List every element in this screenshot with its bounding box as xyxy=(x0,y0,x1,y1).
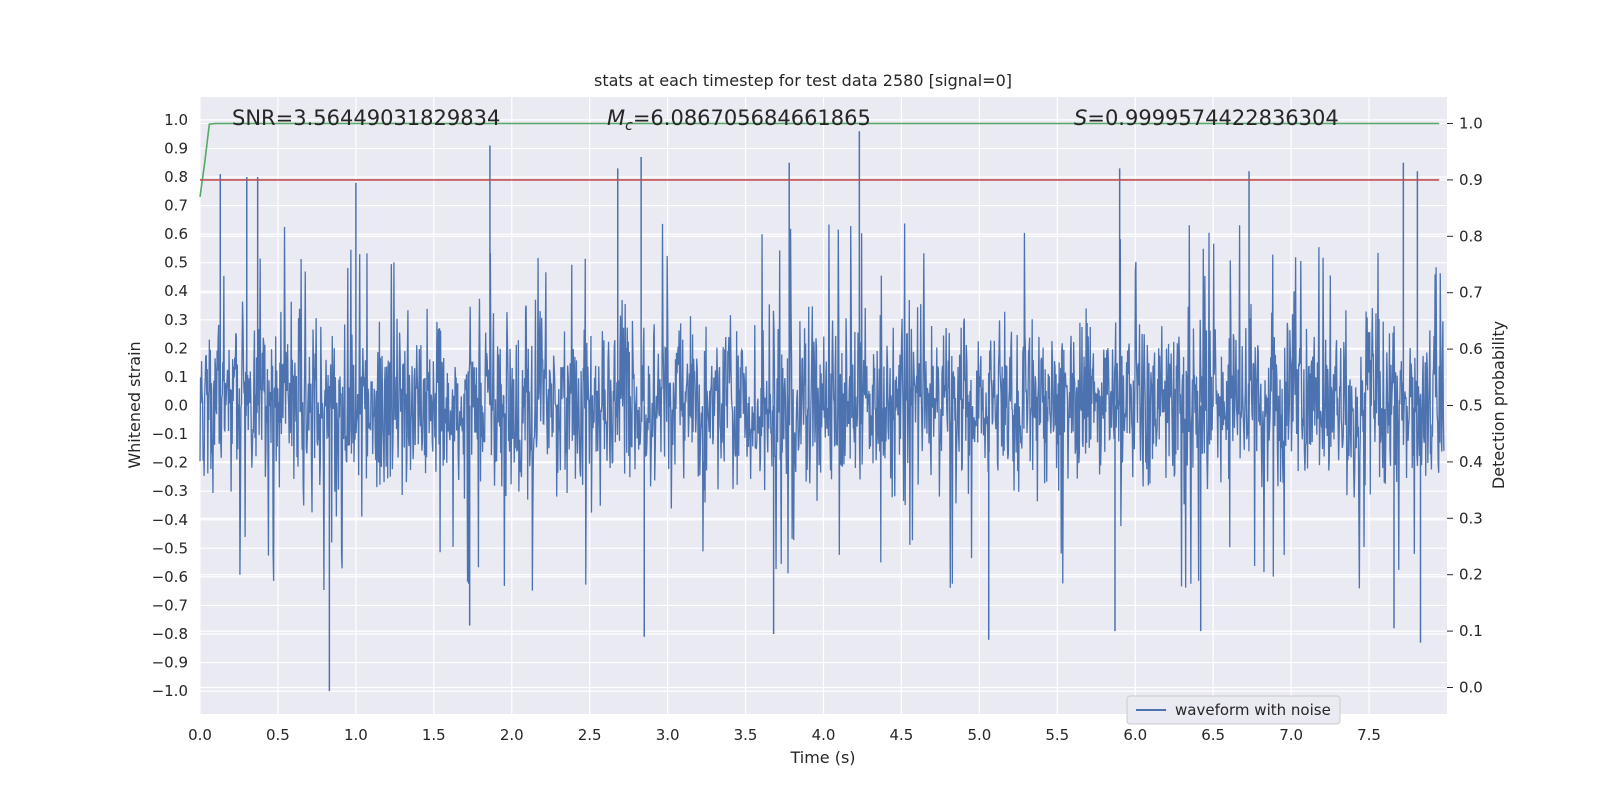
detection-probability-line xyxy=(199,122,1440,197)
waveform-line xyxy=(199,223,1445,591)
x-tick-label: 2.0 xyxy=(500,726,524,744)
y-left-tick-label: −0.7 xyxy=(152,596,188,614)
probability-series xyxy=(199,122,1440,197)
y-right-tick-label: 0.9 xyxy=(1459,171,1483,189)
y-right-tick-label: 0.0 xyxy=(1459,678,1483,696)
y-left-tick-label: −0.8 xyxy=(152,625,188,643)
y-left-tick-label: 0.5 xyxy=(164,254,188,272)
y-left-tick-label: −0.4 xyxy=(152,511,188,529)
x-tick-label: 7.0 xyxy=(1279,726,1303,744)
y-left-tick-label: 0.2 xyxy=(164,339,188,357)
y-left-tick-label: −0.3 xyxy=(152,482,188,500)
waveform-series xyxy=(199,131,1445,692)
x-tick-label: 0.5 xyxy=(266,726,290,744)
y-left-tick-label: −1.0 xyxy=(152,682,188,700)
y-axis-right-title: Detection probability xyxy=(1489,321,1508,489)
chirp-mass-subscript: c xyxy=(625,118,633,134)
x-tick-label: 3.5 xyxy=(734,726,758,744)
x-tick-label: 0.0 xyxy=(188,726,212,744)
x-tick-label: 1.0 xyxy=(344,726,368,744)
score-annotation: S=0.9999574422836304 xyxy=(1074,106,1339,130)
y-left-tick-label: 0.6 xyxy=(164,225,188,243)
y-left-tick-label: 0.9 xyxy=(164,139,188,157)
y-left-tick-label: 0.4 xyxy=(164,282,188,300)
x-tick-label: 2.5 xyxy=(578,726,602,744)
x-tick-label: 1.5 xyxy=(422,726,446,744)
x-tick-label: 6.0 xyxy=(1123,726,1147,744)
legend-label: waveform with noise xyxy=(1175,701,1331,719)
y-right-tick-label: 0.1 xyxy=(1459,622,1483,640)
y-left-tick-label: −0.2 xyxy=(152,454,188,472)
y-left-tick-label: 1.0 xyxy=(164,111,188,129)
y-left-tick-label: 0.1 xyxy=(164,368,188,386)
x-axis-title: Time (s) xyxy=(789,748,855,767)
x-tick-label: 5.5 xyxy=(1045,726,1069,744)
y-left-tick-label: −0.5 xyxy=(152,539,188,557)
score-value: =0.9999574422836304 xyxy=(1087,106,1338,130)
y-left-tick-label: −0.1 xyxy=(152,425,188,443)
y-right-tick-label: 0.3 xyxy=(1459,509,1483,527)
x-tick-label: 4.0 xyxy=(812,726,836,744)
y-left-tick-label: 0.3 xyxy=(164,311,188,329)
snr-annotation: SNR=3.56449031829834 xyxy=(232,106,500,130)
y-right-tick-label: 0.2 xyxy=(1459,566,1483,584)
score-symbol: S xyxy=(1074,106,1087,130)
x-tick-label: 4.5 xyxy=(890,726,914,744)
y-left-tick-label: 0.7 xyxy=(164,197,188,215)
y-left-tick-label: −0.6 xyxy=(152,568,188,586)
y-left-tick-label: −0.9 xyxy=(152,654,188,672)
y-right-tick-label: 0.6 xyxy=(1459,340,1483,358)
x-tick-label: 7.5 xyxy=(1357,726,1381,744)
x-tick-label: 6.5 xyxy=(1201,726,1225,744)
y-right-tick-label: 0.8 xyxy=(1459,227,1483,245)
y-right-tick-label: 1.0 xyxy=(1459,115,1483,133)
legend: waveform with noise xyxy=(1126,695,1341,725)
y-left-tick-label: 0.0 xyxy=(164,397,188,415)
x-tick-label: 3.0 xyxy=(656,726,680,744)
x-tick-label: 5.0 xyxy=(967,726,991,744)
ticks-layer: 0.0 0.5 1.0 1.5 2.0 2.5 3.0 3.5 4.0 4.5 5.0 5.5 6.0 6… xyxy=(152,111,1483,744)
y-axis-left-title: Whitened strain xyxy=(125,341,144,468)
y-right-tick-label: 0.4 xyxy=(1459,453,1483,471)
chart-title: stats at each timestep for test data 258… xyxy=(594,71,1012,90)
y-right-tick-label: 0.5 xyxy=(1459,397,1483,415)
y-right-tick-label: 0.7 xyxy=(1459,284,1483,302)
chirp-mass-symbol: M xyxy=(607,106,625,130)
y-left-tick-label: 0.8 xyxy=(164,168,188,186)
legend-box xyxy=(1126,695,1341,725)
chirp-mass-value: =6.086705684661865 xyxy=(633,106,871,130)
chirp-mass-annotation: Mc=6.086705684661865 xyxy=(607,106,871,134)
